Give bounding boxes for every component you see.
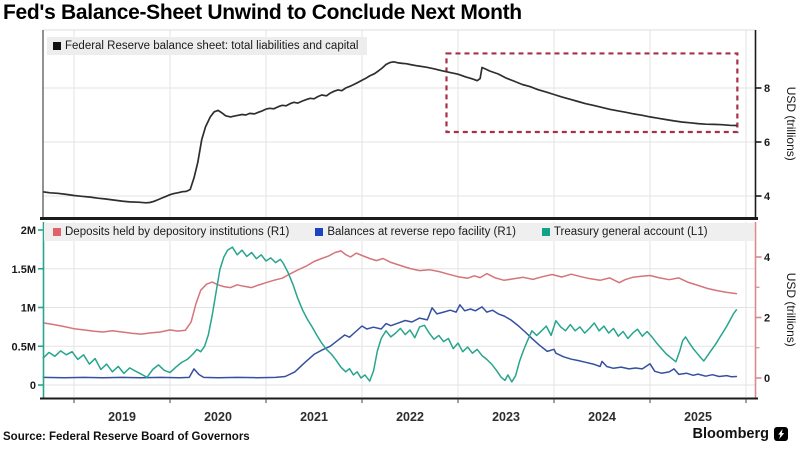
balance-sheet-legend-swatch (53, 42, 61, 50)
x-axis-year-label: 2022 (396, 410, 424, 424)
legend-item-reverse-repo: Balances at reverse repo facility (R1) (315, 226, 516, 238)
top-ylabel: USD (trillions) (784, 87, 798, 161)
bloomberg-logo-icon (774, 427, 788, 441)
deposits-line (42, 250, 738, 335)
legend-top-panel: Federal Reserve balance sheet: total lia… (47, 37, 368, 55)
x-axis-year-label: 2024 (588, 410, 616, 424)
bloomberg-wordmark: Bloomberg (692, 426, 769, 442)
bottom-left-tick-label: 0 (30, 380, 36, 392)
bottom-left-tick-label: 2M (21, 225, 36, 237)
highlight-dashed-box (445, 52, 739, 134)
balance-sheet-legend-label: Federal Reserve balance sheet: total lia… (65, 40, 359, 52)
bottom-ylabel: USD (trillions) (784, 273, 798, 347)
x-axis-year-label: 2023 (492, 410, 520, 424)
reverse-repo-line (42, 304, 738, 379)
reverse-repo-legend-label: Balances at reverse repo facility (R1) (327, 226, 516, 238)
source-credit: Source: Federal Reserve Board of Governo… (3, 431, 250, 443)
deposits-legend-label: Deposits held by depository institutions… (65, 226, 290, 238)
x-axis-year-label: 2025 (684, 410, 712, 424)
bottom-right-tick-label: 0 (764, 373, 770, 385)
top-right-tick-label: 8 (764, 83, 770, 95)
reverse-repo-legend-swatch (315, 228, 324, 236)
bottom-right-tick-label: 4 (764, 252, 771, 264)
bloomberg-brand: Bloomberg (692, 426, 788, 442)
x-axis-year-label: 2020 (204, 410, 232, 424)
x-axis-year-label: 2021 (300, 410, 328, 424)
legend-bottom-panel: Deposits held by depository institutions… (44, 223, 754, 241)
bottom-left-tick-label: 1M (21, 303, 36, 315)
top-right-tick-label: 4 (764, 191, 771, 203)
top-right-tick-label: 6 (764, 137, 770, 149)
bottom-left-tick-label: 1.5M (12, 264, 36, 276)
legend-item-deposits: Deposits held by depository institutions… (53, 226, 289, 238)
legend-item-treasury-account: Treasury general account (L1) (541, 226, 708, 238)
treasury-account-legend-label: Treasury general account (L1) (553, 226, 708, 238)
treasury-account-legend-swatch (541, 228, 550, 236)
x-axis-year-label: 2019 (108, 410, 136, 424)
balance-sheet-line (42, 60, 738, 204)
page-title: Fed's Balance-Sheet Unwind to Conclude N… (3, 1, 522, 24)
bottom-left-tick-label: 0.5M (12, 341, 36, 353)
deposits-legend-swatch (53, 228, 61, 236)
treasury-account-line (42, 246, 738, 383)
bottom-right-tick-label: 2 (764, 313, 770, 325)
